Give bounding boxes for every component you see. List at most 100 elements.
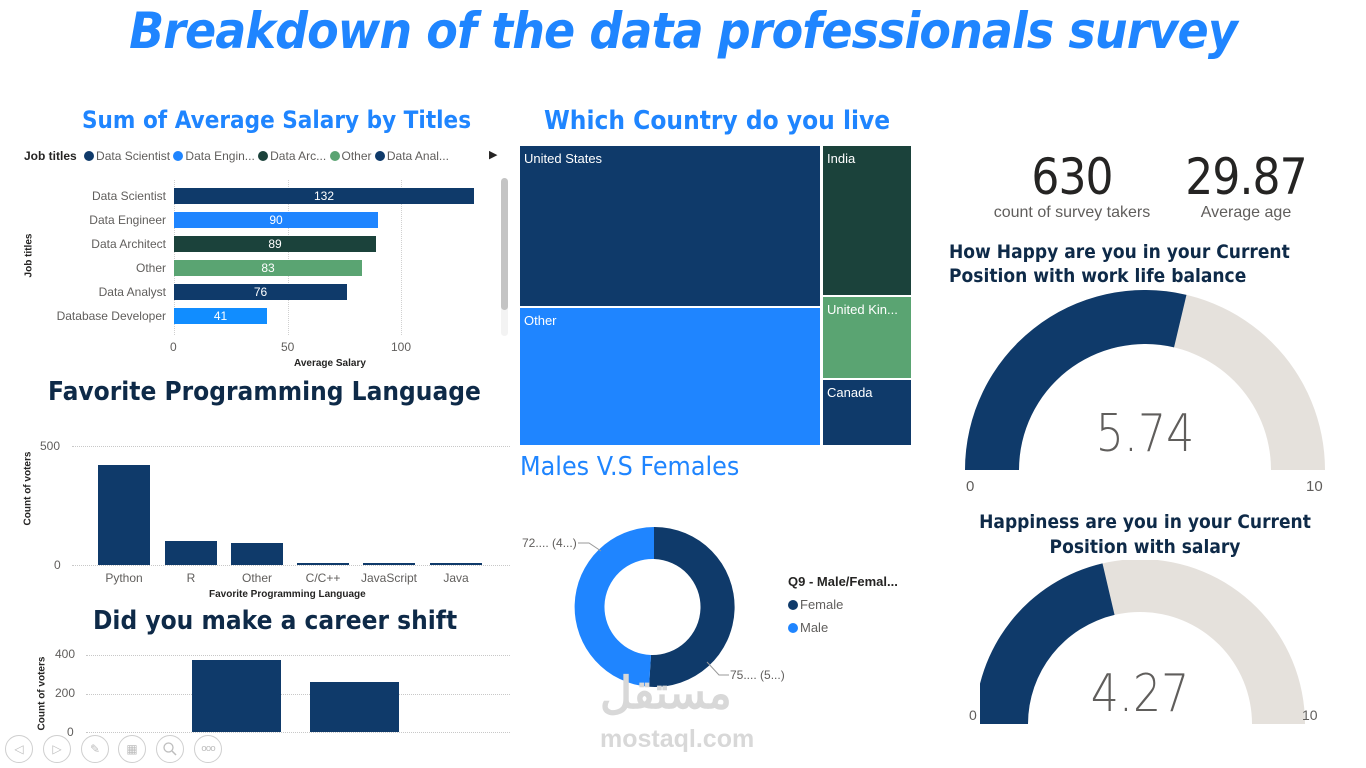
- treemap-tile-united-states[interactable]: United States: [520, 146, 820, 306]
- gender-donut[interactable]: [573, 526, 735, 688]
- gauge-salary-max: 10: [1302, 707, 1318, 723]
- country-chart-title: Which Country do you live: [544, 106, 891, 136]
- triangle-left-icon: ◁: [14, 742, 24, 756]
- language-bar[interactable]: [231, 543, 283, 565]
- salary-bar[interactable]: 41: [174, 308, 267, 324]
- gridline: [86, 694, 510, 695]
- next-slide-button[interactable]: ▷: [43, 735, 71, 763]
- salary-bar[interactable]: 132: [174, 188, 474, 204]
- legend-item[interactable]: Other: [329, 149, 372, 163]
- x-tick: 0: [170, 340, 177, 354]
- y-tick: 400: [55, 647, 76, 661]
- gauge-worklife-value: 5.74: [1095, 404, 1195, 464]
- x-tick: Other: [241, 571, 272, 585]
- gender-legend: Q9 - Male/Femal... Female Male: [788, 574, 898, 635]
- salary-category-labels: Data Scientist Data Engineer Data Archit…: [0, 100, 166, 375]
- gauge-worklife-title: How Happy are you in your Current Positi…: [949, 241, 1290, 287]
- legend-item[interactable]: Data Scientist: [84, 149, 170, 163]
- legend-dot-icon: [329, 151, 340, 161]
- page-title: Breakdown of the data professionals surv…: [129, 2, 1238, 60]
- x-tick: R: [186, 571, 196, 585]
- gridline: [72, 565, 510, 566]
- leader-line-male: [578, 542, 602, 552]
- kpi-age-card: 29.87 Average age: [1146, 148, 1346, 222]
- legend-dot-icon: [173, 151, 184, 161]
- language-bar[interactable]: [98, 465, 150, 565]
- treemap-tile-canada[interactable]: Canada: [823, 380, 911, 445]
- career-bar[interactable]: [310, 682, 399, 732]
- legend-item[interactable]: Data Engin...: [173, 149, 255, 163]
- ellipsis-icon: ooo: [201, 744, 215, 754]
- treemap-tile-india[interactable]: India: [823, 146, 911, 295]
- legend-next-icon[interactable]: ▶: [489, 148, 498, 161]
- language-bar[interactable]: [165, 541, 217, 565]
- previous-slide-button[interactable]: ◁: [5, 735, 33, 763]
- x-tick: 100: [391, 340, 412, 354]
- language-chart[interactable]: Favorite Programming Language Count of v…: [0, 375, 510, 600]
- treemap-tile-other[interactable]: Other: [520, 308, 820, 445]
- salary-chart-title: Sum of Average Salary by Titles: [82, 106, 472, 134]
- career-bar[interactable]: [192, 660, 281, 732]
- watermark-latin: mostaql.com: [600, 725, 755, 753]
- y-tick: 200: [55, 686, 76, 700]
- kpi-count-card: 630 count of survey takers: [952, 148, 1192, 222]
- salary-bar[interactable]: 90: [174, 212, 378, 228]
- language-x-axis-label: Favorite Programming Language: [209, 589, 366, 600]
- career-shift-chart[interactable]: Did you make a career shift Count of vot…: [0, 600, 510, 740]
- gridline: [401, 180, 402, 335]
- magnifier-icon: [163, 742, 177, 756]
- gauge-worklife-min: 0: [966, 478, 975, 495]
- x-tick: 50: [281, 340, 295, 354]
- legend-dot-icon: [374, 151, 385, 161]
- salary-bar[interactable]: 89: [174, 236, 376, 252]
- category-label: Database Developer: [56, 309, 166, 323]
- scrollbar-thumb[interactable]: [501, 178, 508, 310]
- gridline: [86, 732, 510, 733]
- gauge-worklife[interactable]: [960, 286, 1330, 476]
- more-options-button[interactable]: ooo: [194, 735, 222, 763]
- salary-x-axis-label: Average Salary: [294, 358, 366, 369]
- legend-item[interactable]: Data Arc...: [258, 149, 326, 163]
- gender-chart-title: Males V.S Females: [520, 452, 740, 482]
- salary-bar[interactable]: 83: [174, 260, 362, 276]
- legend-dot-icon: [84, 151, 95, 161]
- language-bar[interactable]: [430, 563, 482, 565]
- language-bar[interactable]: [363, 563, 415, 565]
- gauge-salary-min: 0: [969, 707, 977, 723]
- legend-dot-icon: [788, 623, 798, 633]
- gauge-worklife-max: 10: [1306, 478, 1323, 495]
- category-label: Data Architect: [91, 237, 166, 251]
- donut-label-female: 75.... (5...): [730, 668, 785, 682]
- gauge-salary[interactable]: [980, 560, 1310, 725]
- kpi-count-value: 630: [1031, 148, 1113, 206]
- category-label: Data Engineer: [89, 213, 166, 227]
- language-bar[interactable]: [297, 563, 349, 565]
- salary-bar[interactable]: 76: [174, 284, 347, 300]
- salary-scrollbar[interactable]: [501, 178, 508, 336]
- career-bars: [0, 600, 510, 740]
- pen-button[interactable]: ✎: [81, 735, 109, 763]
- watermark-arabic: مستقل: [600, 669, 732, 718]
- donut-slice-female: [649, 526, 735, 687]
- pen-icon: ✎: [89, 742, 101, 756]
- y-tick: 0: [54, 558, 61, 572]
- legend-item-male[interactable]: Male: [788, 620, 898, 635]
- x-tick: Python: [105, 571, 143, 585]
- category-label: Data Scientist: [91, 189, 166, 203]
- category-label: Other: [135, 261, 166, 275]
- salary-bars: 132 90 89 83 76 41: [174, 188, 494, 338]
- legend-item-female[interactable]: Female: [788, 597, 898, 612]
- legend-item[interactable]: Data Anal...: [374, 149, 449, 163]
- slides-grid-button[interactable]: ▦: [118, 735, 146, 763]
- zoom-button[interactable]: [156, 735, 184, 763]
- treemap-tile-united-kingdom[interactable]: United Kin...: [823, 297, 911, 378]
- donut-svg: [574, 526, 735, 687]
- salary-chart[interactable]: Sum of Average Salary by Titles Job titl…: [0, 100, 510, 375]
- donut-label-male: 72.... (4...): [522, 536, 577, 550]
- kpi-count-label: count of survey takers: [993, 204, 1151, 221]
- legend-title: Job titles: [24, 149, 77, 163]
- donut-slice-male: [574, 527, 654, 687]
- country-treemap[interactable]: United States Other India United Kin... …: [518, 144, 914, 448]
- x-tick: C/C++: [305, 571, 341, 585]
- legend-dot-icon: [788, 600, 798, 610]
